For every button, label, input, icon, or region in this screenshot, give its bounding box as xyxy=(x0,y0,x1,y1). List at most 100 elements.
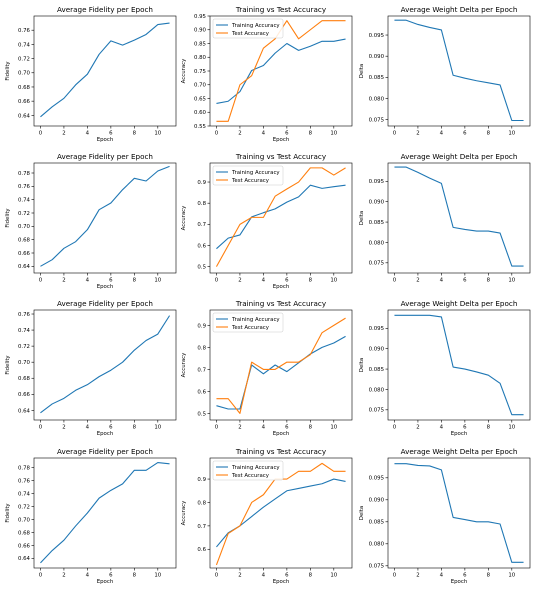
x-tick-label: 0 xyxy=(393,278,397,284)
y-tick-label: 0.66 xyxy=(18,251,31,257)
y-tick-label: 0.85 xyxy=(194,41,206,47)
legend-box xyxy=(212,18,284,39)
x-axis-label: Epoch xyxy=(451,579,468,585)
x-tick-label: 4 xyxy=(262,425,266,431)
x-tick-label: 0 xyxy=(215,131,219,137)
y-tick-label: 0.68 xyxy=(18,530,31,536)
legend-label: Test Accuracy xyxy=(231,473,270,479)
x-tick-label: 4 xyxy=(262,573,266,579)
series-line-1 xyxy=(216,335,346,410)
x-tick-label: 10 xyxy=(508,425,515,431)
y-tick-label: 0.7 xyxy=(197,524,206,530)
y-tick-label: 0.68 xyxy=(18,238,31,244)
x-axis-label: Epoch xyxy=(273,431,290,437)
x-tick-label: 6 xyxy=(109,278,113,284)
x-tick-label: 6 xyxy=(463,278,467,284)
y-tick-label: 0.095 xyxy=(369,179,384,185)
x-tick-label: 6 xyxy=(109,425,113,431)
x-tick-label: 0 xyxy=(393,131,397,137)
chart-1: Average Fidelity per Epoch 0 2 4 6 8 10 0.64 0.6… xyxy=(5,5,177,143)
series-line-1 xyxy=(216,38,346,104)
x-tick-label: 0 xyxy=(215,573,219,579)
chart-title: Training vs Test Accuracy xyxy=(235,152,327,161)
y-tick-label: 0.090 xyxy=(369,54,385,60)
y-tick-label: 0.5 xyxy=(197,265,206,271)
x-axis-label: Epoch xyxy=(273,284,290,290)
chart-title: Average Weight Delta per Epoch xyxy=(401,447,518,456)
x-tick-label: 8 xyxy=(309,131,313,137)
y-tick-label: 0.72 xyxy=(18,344,30,350)
y-tick-label: 0.090 xyxy=(369,347,385,353)
x-tick-label: 4 xyxy=(440,573,444,579)
axes-frame xyxy=(209,457,353,569)
y-tick-label: 0.74 xyxy=(18,42,31,48)
y-tick-label: 0.70 xyxy=(18,360,31,366)
y-tick-label: 0.080 xyxy=(369,542,385,548)
y-tick-label: 0.76 xyxy=(18,28,31,34)
x-tick-label: 10 xyxy=(330,131,337,137)
legend: Training Accuracy Test Accuracy xyxy=(212,312,284,333)
x-tick-label: 8 xyxy=(133,425,137,431)
x-tick-label: 10 xyxy=(154,278,161,284)
y-tick-label: 0.8 xyxy=(197,345,206,351)
x-tick-label: 6 xyxy=(285,425,289,431)
legend-label: Training Accuracy xyxy=(231,170,280,176)
y-tick-label: 0.080 xyxy=(369,96,385,102)
x-axis-label: Epoch xyxy=(451,431,468,437)
chart-7: Average Fidelity per Epoch 0 2 4 6 8 10 0.64 0.6… xyxy=(5,299,177,437)
axes-frame xyxy=(33,309,177,421)
y-tick-label: 0.70 xyxy=(18,224,31,230)
axes-frame xyxy=(33,162,177,274)
chart-title: Average Fidelity per Epoch xyxy=(57,299,153,308)
x-tick-label: 0 xyxy=(39,278,43,284)
y-tick-label: 0.075 xyxy=(369,408,384,414)
x-tick-label: 8 xyxy=(133,131,137,137)
y-tick-label: 0.7 xyxy=(197,222,206,228)
x-tick-label: 2 xyxy=(238,573,241,579)
legend-label: Test Accuracy xyxy=(231,325,270,331)
x-tick-label: 8 xyxy=(133,573,137,579)
axes-frame xyxy=(387,457,531,569)
x-tick-label: 10 xyxy=(154,131,161,137)
y-tick-label: 0.76 xyxy=(18,479,31,485)
legend-label: Training Accuracy xyxy=(231,23,280,29)
y-tick-label: 0.60 xyxy=(194,110,207,116)
y-tick-label: 0.66 xyxy=(18,99,31,105)
series-line-1 xyxy=(40,461,170,564)
legend: Training Accuracy Test Accuracy xyxy=(212,460,284,481)
y-tick-label: 0.90 xyxy=(194,28,207,34)
x-tick-label: 8 xyxy=(487,278,491,284)
x-tick-label: 0 xyxy=(39,425,43,431)
legend-box xyxy=(212,460,284,481)
y-tick-label: 0.080 xyxy=(369,240,385,246)
x-axis-label: Epoch xyxy=(273,579,290,585)
x-tick-label: 8 xyxy=(309,278,313,284)
x-tick-label: 10 xyxy=(330,425,337,431)
y-tick-label: 0.090 xyxy=(369,498,385,504)
y-tick-label: 0.64 xyxy=(18,264,31,270)
x-tick-label: 0 xyxy=(39,131,43,137)
axes-frame xyxy=(33,457,177,569)
y-axis-label: Accuracy xyxy=(181,58,187,83)
x-tick-label: 10 xyxy=(330,573,337,579)
x-tick-label: 4 xyxy=(440,278,444,284)
x-tick-label: 4 xyxy=(440,131,444,137)
y-axis-label: Accuracy xyxy=(181,205,187,230)
y-tick-label: 0.75 xyxy=(194,69,206,75)
x-tick-label: 6 xyxy=(285,573,289,579)
y-tick-label: 0.80 xyxy=(194,55,207,61)
x-tick-label: 2 xyxy=(62,278,65,284)
y-tick-label: 0.76 xyxy=(18,184,31,190)
chart-title: Average Fidelity per Epoch xyxy=(57,152,153,161)
x-tick-label: 2 xyxy=(62,131,65,137)
legend-box xyxy=(212,312,284,333)
x-tick-label: 2 xyxy=(62,573,65,579)
series-line-1 xyxy=(40,315,171,414)
y-axis-label: Accuracy xyxy=(181,500,187,525)
x-tick-label: 6 xyxy=(463,573,467,579)
y-tick-label: 0.70 xyxy=(18,71,31,77)
x-tick-label: 0 xyxy=(215,278,219,284)
y-tick-label: 0.70 xyxy=(18,517,31,523)
x-tick-label: 2 xyxy=(62,425,65,431)
legend-label: Training Accuracy xyxy=(231,465,280,471)
